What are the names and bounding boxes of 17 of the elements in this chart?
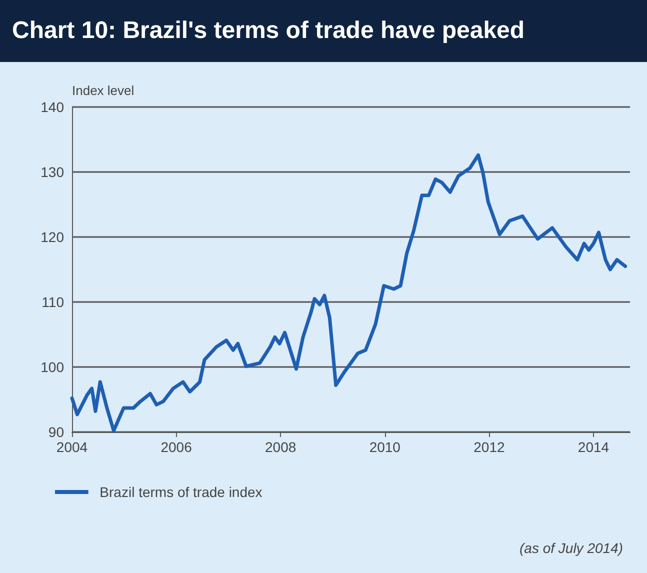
text: (as of July 2014) xyxy=(520,540,623,556)
y-tick-label: 130 xyxy=(40,164,64,180)
y-tick-label: 120 xyxy=(40,229,64,245)
y-tick-label: 100 xyxy=(40,359,64,375)
x-tick-label: 2010 xyxy=(369,439,401,455)
chart-title: Chart 10: Brazil's terms of trade have peaked xyxy=(0,0,647,62)
y-axis-title: Index level xyxy=(72,83,134,98)
y-tick-label: 90 xyxy=(48,424,64,440)
y-tick-label: 140 xyxy=(40,99,64,115)
x-tick-label: 2014 xyxy=(578,439,610,455)
x-tick-label: 2004 xyxy=(56,439,88,455)
y-tick-label: 110 xyxy=(42,294,64,310)
x-tick-label: 2008 xyxy=(265,439,296,455)
x-tick-label: 2012 xyxy=(474,439,505,455)
x-tick-label: 2006 xyxy=(160,439,192,455)
legend-label: Brazil terms of trade index xyxy=(100,484,262,500)
line-series xyxy=(70,153,628,432)
